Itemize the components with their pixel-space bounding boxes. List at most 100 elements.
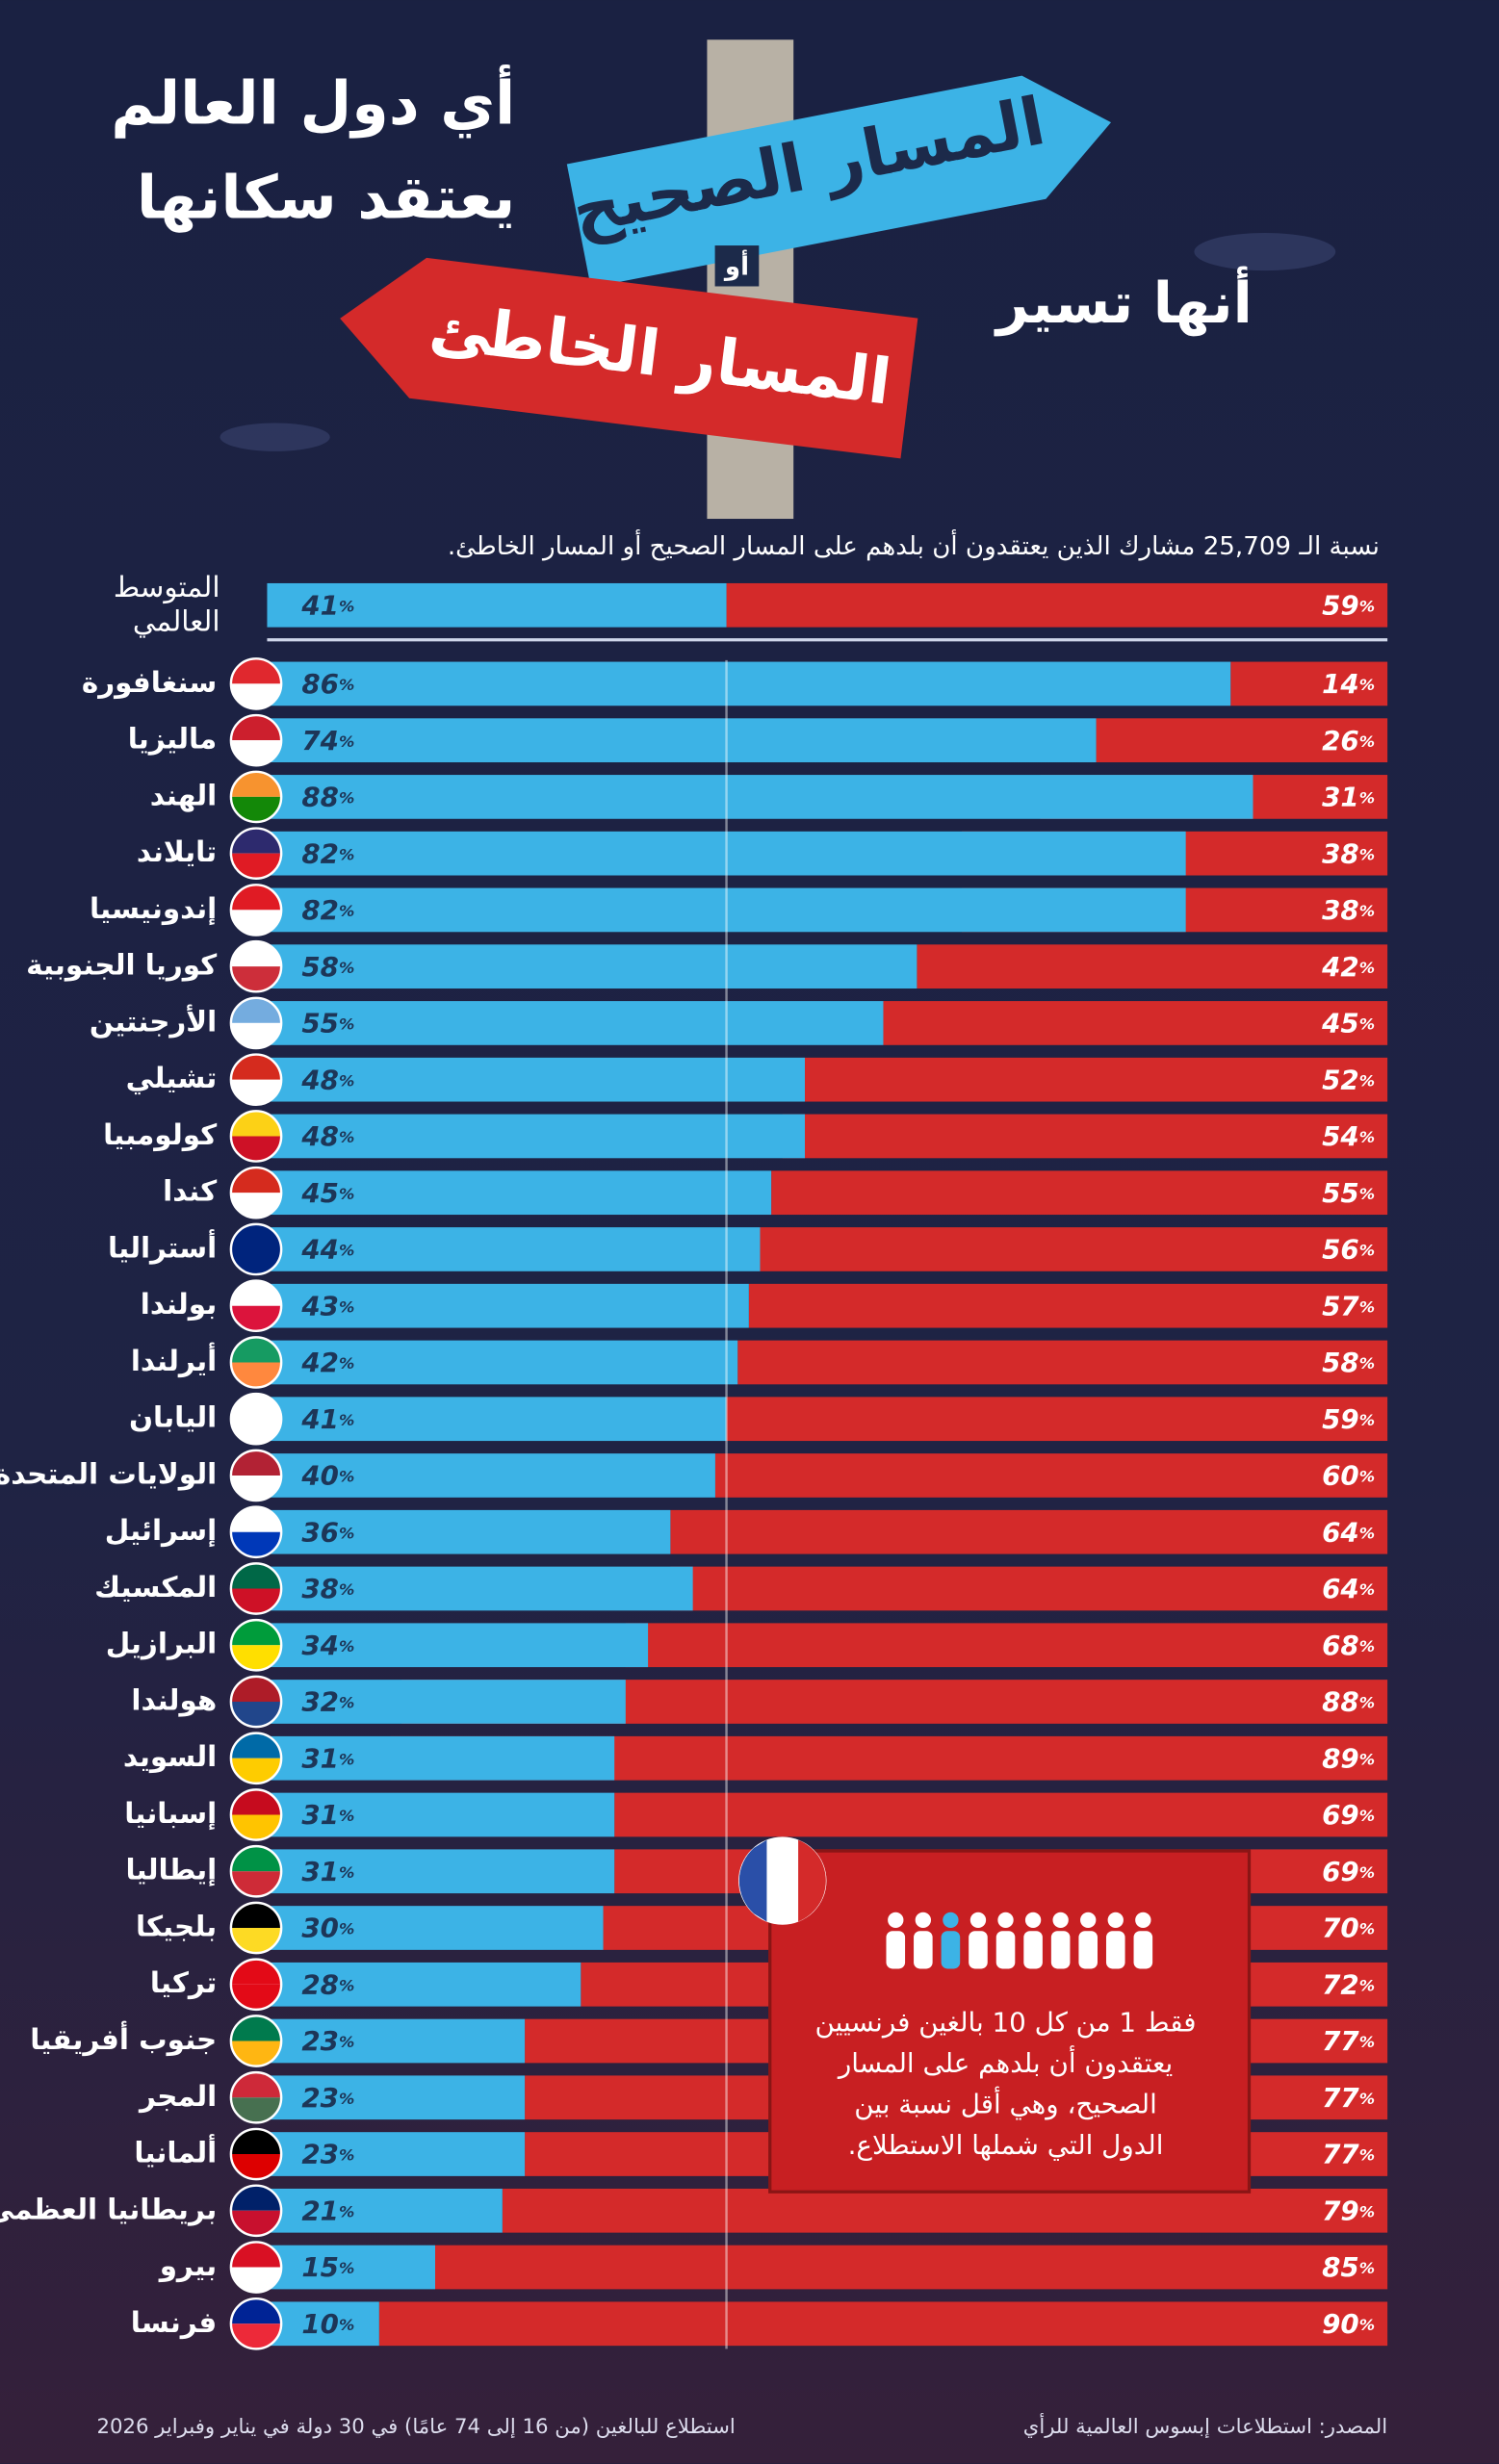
value-label: 26% [1322,725,1375,757]
flag-ring [229,1053,283,1107]
category-label: اليابان [129,1401,217,1434]
category-label: السويد [123,1740,217,1773]
value-label: 82% [301,837,354,869]
flag [230,1789,282,1815]
value-label: 31% [301,1742,354,1774]
value-label: 45% [1321,1008,1375,1040]
flag-ring [229,1562,283,1615]
value-label: 14% [1322,668,1375,700]
flag [230,715,282,741]
value-label: 34% [301,1630,354,1661]
flag [230,2040,282,2066]
bar-wrong [1230,661,1388,706]
person-body [1133,1931,1153,1969]
or-box [714,245,760,287]
value-label: 41% [300,1403,354,1435]
subtitle: نسبة الـ 25,709 مشارك الذين يعتقدون أن ب… [448,528,1380,561]
flag [230,1563,282,1589]
bar-right [267,1849,615,1894]
bar-right [267,1057,806,1102]
flag [230,1620,282,1646]
flag-ring [229,884,283,937]
flag [230,2210,282,2236]
value-label: 90% [1322,2308,1375,2340]
flag [230,1814,282,1840]
flag-ring [229,657,283,710]
bar-wrong [378,2301,1388,2347]
category-label: المجر [138,2080,217,2113]
bar-right [267,1340,738,1385]
category-label: بريطانيا العظمى [0,2193,217,2225]
flag-ring [229,1618,283,1672]
callout-line: يعتقدون أن بلدهم على المسار [837,2044,1173,2079]
person-head [1052,1912,1069,1929]
bar-right [267,1962,582,2007]
category-label: كندا [163,1175,218,1208]
category-label: فرنسا [131,2306,217,2339]
value-label: 59% [1322,1403,1375,1435]
title-or: أو [723,249,749,281]
category-label: تايلاند [137,835,217,868]
flag-ring [229,827,283,881]
person-head [1024,1912,1042,1929]
value-label: 56% [1322,1234,1375,1266]
bar-wrong [883,1001,1388,1045]
bar-wrong [714,1453,1388,1498]
flag [230,1054,282,1080]
category-label: الهند [150,779,217,811]
person-body [1050,1931,1071,1969]
bar-wrong [760,1227,1388,1271]
value-label: 23% [301,2082,354,2114]
bar-right [267,1735,615,1781]
bar-wrong [771,1170,1388,1216]
flag-ring [229,2241,283,2294]
flag-ring [229,1732,283,1785]
bar-right [267,2132,526,2176]
bar-wrong [1096,718,1388,763]
bar-right [267,661,1231,706]
flag [230,910,282,936]
flag [230,1419,282,1445]
value-label: 28% [301,1968,354,2000]
category-label: المتوسط العالمي [114,570,220,638]
person-head [943,1912,959,1929]
category-label: البرازيل [106,1628,218,1660]
person-head [1107,1912,1124,1929]
flag-ring [229,2015,283,2067]
flag [230,2267,282,2293]
bar-right [267,2245,436,2290]
flag [230,1902,282,1929]
value-label: 44% [300,1234,354,1266]
flag-ring [229,2184,283,2238]
callout-box [768,1849,1252,2194]
flag [230,1645,282,1671]
value-label: 38% [1322,894,1375,926]
bar-wrong [670,1566,1388,1611]
bar-right [267,1906,604,1950]
bar-wrong [670,1509,1388,1554]
value-label: 42% [300,1347,354,1378]
person-body [1105,1931,1125,1969]
bar-wrong [502,2188,1388,2233]
category-label: بولندا [141,1288,217,1321]
category-label: ألمانيا [134,2135,217,2169]
flag [230,1079,282,1105]
bar-wrong [917,944,1388,989]
flag [230,1531,282,1557]
category-label: كولومبيا [103,1118,218,1151]
flag [230,1475,282,1502]
flag [230,1193,282,1219]
source: المصدر: استطلاعات إبسوس العالمية للرأي [1023,2413,1387,2439]
value-label: 58% [1322,1347,1375,1378]
category-label: إيطاليا [125,1854,217,1887]
flag [230,740,282,766]
value-label: 15% [301,2251,354,2283]
category-label: بيرو [158,2249,218,2282]
category-label: أيرلندا [131,1343,217,1377]
value-label: 38% [301,1573,354,1604]
flag-ring [229,1336,283,1389]
category-label: ماليزيا [128,723,218,756]
flag [230,1337,282,1363]
bar-right [267,2188,503,2233]
